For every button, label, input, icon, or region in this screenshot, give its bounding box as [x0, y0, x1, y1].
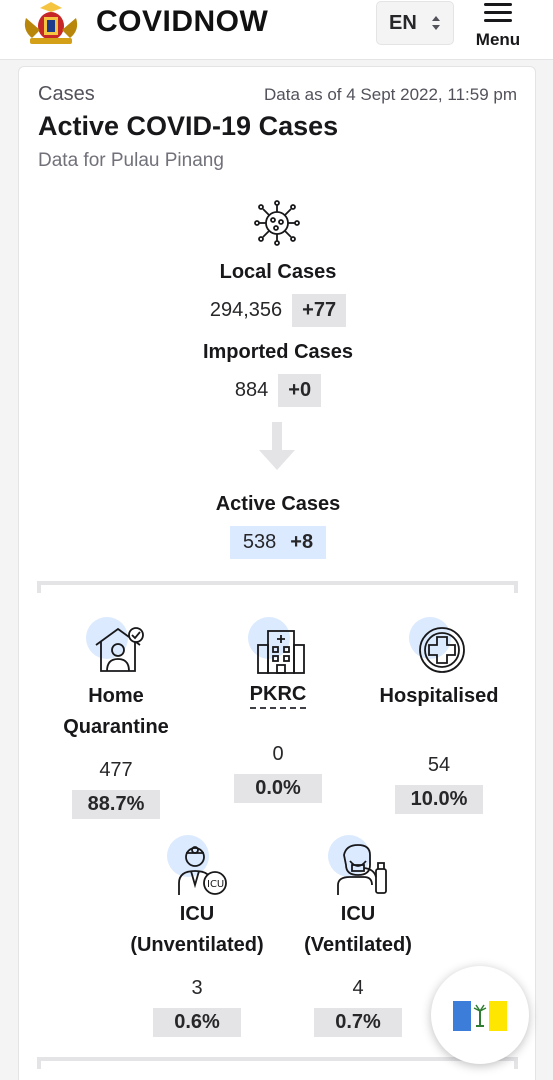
home-quarantine-value: 477	[99, 759, 133, 781]
state-selector-button[interactable]	[431, 966, 529, 1064]
coat-of-arms-logo[interactable]	[18, 0, 84, 46]
imported-cases-block: Imported Cases 884 +0	[19, 341, 537, 407]
card-subtitle: Data for Pulau Pinang	[38, 150, 224, 171]
breakdown-divider-top	[37, 581, 518, 593]
home-quarantine-icon	[95, 627, 144, 672]
select-caret-icon	[432, 16, 440, 30]
imported-cases-value: 884	[234, 379, 269, 401]
ventilator-patient-icon	[337, 844, 387, 895]
language-value: EN	[389, 11, 417, 34]
home-quarantine-pct: 88.7%	[72, 790, 160, 819]
hospitalised-stat: Hospitalised 54 10.0%	[371, 617, 507, 814]
pkrc-pct: 0.0%	[234, 774, 322, 803]
local-cases-label: Local Cases	[219, 261, 337, 283]
imported-cases-delta: +0	[278, 374, 322, 407]
card-title: Active COVID-19 Cases	[38, 111, 339, 141]
icu-doctor-icon: ICU	[178, 846, 227, 895]
local-cases-delta: +77	[292, 294, 347, 327]
svg-text:ICU: ICU	[207, 879, 224, 890]
hospitalised-value: 54	[427, 754, 451, 776]
imported-cases-label: Imported Cases	[202, 341, 354, 363]
icu-ventilated-pct: 0.7%	[314, 1008, 402, 1037]
menu-button[interactable]: Menu	[470, 0, 526, 56]
app-brand-title[interactable]: COVIDNOW	[96, 5, 269, 38]
pkrc-stat: PKRC 0 0.0%	[219, 617, 337, 803]
arrow-down-icon	[259, 422, 295, 470]
top-navbar: COVIDNOW EN Menu	[0, 0, 553, 60]
active-cases-delta: +8	[290, 531, 314, 553]
local-cases-value: 294,356	[209, 299, 283, 321]
icu-unventilated-label: ICU (Unventilated)	[130, 903, 264, 956]
home-quarantine-label: Home Quarantine	[63, 685, 169, 738]
hamburger-icon	[484, 3, 512, 25]
active-cases-value: 538	[242, 531, 277, 553]
active-cases-label: Active Cases	[215, 493, 341, 515]
hospital-cross-icon	[419, 627, 465, 673]
active-cases-block: Active Cases 538 +8	[19, 493, 537, 559]
icu-unventilated-stat: ICU ICU (Unventilated) 3 0.6%	[119, 835, 275, 1037]
breakdown-divider-bottom	[37, 1057, 518, 1069]
icu-ventilated-label: ICU (Ventilated)	[304, 903, 412, 956]
active-cases-chip: 538 +8	[229, 526, 327, 559]
pkrc-label[interactable]: PKRC	[249, 681, 307, 709]
section-eyebrow: Cases	[38, 83, 95, 105]
pulau-pinang-flag-icon	[453, 1001, 507, 1031]
icu-ventilated-value: 4	[352, 977, 364, 999]
icu-unventilated-pct: 0.6%	[153, 1008, 241, 1037]
icu-ventilated-stat: ICU (Ventilated) 4 0.7%	[287, 835, 429, 1037]
data-timestamp: Data as of 4 Sept 2022, 11:59 pm	[264, 85, 517, 104]
local-cases-block: Local Cases 294,356 +77	[19, 261, 537, 327]
pkrc-value: 0	[272, 743, 284, 765]
hospitalised-label: Hospitalised	[379, 685, 499, 707]
icu-unventilated-value: 3	[191, 977, 203, 999]
hospitalised-pct: 10.0%	[395, 785, 483, 814]
language-select[interactable]: EN	[376, 1, 454, 45]
active-cases-card: Cases Data as of 4 Sept 2022, 11:59 pm A…	[18, 66, 536, 1080]
pkrc-building-icon	[257, 630, 305, 674]
virus-icon	[254, 200, 300, 246]
menu-label: Menu	[475, 30, 521, 49]
home-quarantine-stat: Home Quarantine 477 88.7%	[39, 617, 193, 819]
